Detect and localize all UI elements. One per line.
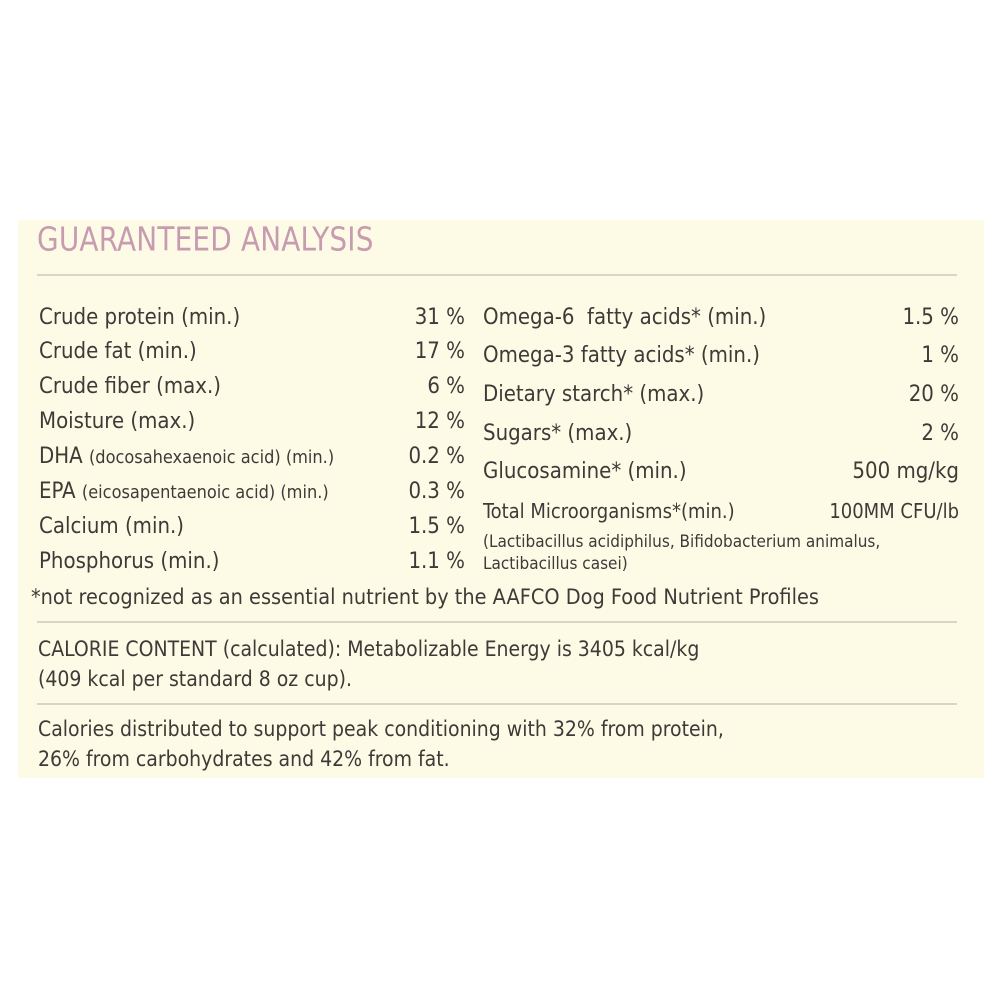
nutrient-label: Omega-6 fatty acids* (min.) [483,305,767,330]
nutrient-value: 12 % [414,409,465,434]
nutrient-value: 500 mg/kg [852,459,959,484]
footnote-divider [37,621,957,623]
nutrient-value: 31 % [414,305,465,330]
nutrient-value: 2 % [921,421,959,446]
analysis-panel [18,220,984,778]
nutrient-value: 100MM CFU/lb [829,499,959,523]
nutrient-label: Crude protein (min.) [39,305,241,330]
nutrient-value: 17 % [414,339,465,364]
nutrient-label: Calcium (min.) [39,514,185,539]
nutrient-label: Sugars* (max.) [483,421,633,446]
nutrient-abbrev: EPA [39,479,76,504]
nutrient-value: 6 % [427,374,465,399]
section-title: GUARANTEED ANALYSIS [37,221,374,259]
calorie-divider [37,703,957,705]
nutrient-value: 20 % [908,382,959,407]
title-divider [37,274,957,276]
footnote: *not recognized as an essential nutrient… [31,585,819,610]
nutrient-label: Crude fat (min.) [39,339,197,364]
nutrient-label: Moisture (max.) [39,409,196,434]
calorie-distribution: Calories distributed to support peak con… [38,717,724,741]
nutrient-value: 1.5 % [408,514,465,539]
nutrient-detail: (eicosapentaenoic acid) (min.) [81,482,329,503]
microorganisms-note: Lactibacillus casei) [483,554,628,574]
calorie-content: CALORIE CONTENT (calculated): Metaboliza… [38,637,700,661]
nutrient-value: 1.1 % [408,549,465,574]
microorganisms-note: (Lactibacillus acidiphilus, Bifidobacter… [483,532,881,552]
nutrient-value: 0.2 % [408,444,465,469]
nutrient-value: 0.3 % [408,479,465,504]
nutrient-value: 1.5 % [902,305,959,330]
nutrient-label: EPA (eicosapentaenoic acid) (min.) [39,478,329,507]
nutrient-label: Phosphorus (min.) [39,549,220,574]
nutrient-detail: (docosahexaenoic acid) (min.) [88,447,335,468]
nutrient-label: DHA (docosahexaenoic acid) (min.) [39,443,334,472]
nutrient-label: Glucosamine* (min.) [483,459,687,484]
nutrient-label: Omega-3 fatty acids* (min.) [483,343,760,368]
nutrient-label: Total Microorganisms*(min.) [483,499,735,523]
nutrient-label: Crude fiber (max.) [39,374,222,399]
calorie-distribution: 26% from carbohydrates and 42% from fat. [38,747,450,771]
nutrient-value: 1 % [921,343,959,368]
calorie-content: (409 kcal per standard 8 oz cup). [38,667,352,691]
nutrient-abbrev: DHA [39,444,83,469]
nutrient-label: Dietary starch* (max.) [483,382,705,407]
